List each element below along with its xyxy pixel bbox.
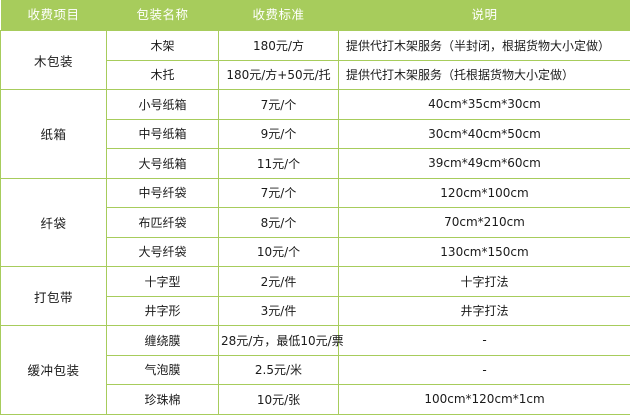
note-cell: 提供代打木架服务（托根据货物大小定做）	[339, 60, 630, 90]
table-header: 收费项目 包装名称 收费标准 说明	[1, 0, 630, 31]
package-name-cell: 中号纸箱	[107, 119, 219, 149]
note-cell: -	[339, 326, 630, 356]
package-name-cell: 缠绕膜	[107, 326, 219, 356]
note-cell: 井字打法	[339, 296, 630, 326]
package-name-cell: 大号纸箱	[107, 149, 219, 179]
price-cell: 3元/件	[219, 296, 339, 326]
package-name-cell: 大号纤袋	[107, 237, 219, 267]
column-header-note: 说明	[339, 0, 630, 31]
note-cell: 30cm*40cm*50cm	[339, 119, 630, 149]
package-name-cell: 小号纸箱	[107, 90, 219, 120]
package-name-cell: 布匹纤袋	[107, 208, 219, 238]
price-cell: 2.5元/米	[219, 355, 339, 385]
price-cell: 180元/方+50元/托	[219, 60, 339, 90]
price-cell: 8元/个	[219, 208, 339, 238]
group-cell: 缓冲包装	[1, 326, 107, 415]
price-cell: 10元/个	[219, 237, 339, 267]
column-header-price: 收费标准	[219, 0, 339, 31]
note-cell: 120cm*100cm	[339, 178, 630, 208]
note-cell: 提供代打木架服务（半封闭，根据货物大小定做）	[339, 31, 630, 61]
package-name-cell: 气泡膜	[107, 355, 219, 385]
price-cell: 2元/件	[219, 267, 339, 297]
price-cell: 7元/个	[219, 178, 339, 208]
package-name-cell: 井字形	[107, 296, 219, 326]
group-cell: 纤袋	[1, 178, 107, 267]
column-header-package-name: 包装名称	[107, 0, 219, 31]
price-cell: 7元/个	[219, 90, 339, 120]
group-cell: 纸箱	[1, 90, 107, 179]
table-header-row: 收费项目 包装名称 收费标准 说明	[1, 0, 630, 31]
price-cell: 9元/个	[219, 119, 339, 149]
package-name-cell: 木架	[107, 31, 219, 61]
group-cell: 打包带	[1, 267, 107, 326]
package-name-cell: 珍珠棉	[107, 385, 219, 415]
note-cell: 40cm*35cm*30cm	[339, 90, 630, 120]
price-cell: 180元/方	[219, 31, 339, 61]
price-cell: 10元/张	[219, 385, 339, 415]
note-cell: 十字打法	[339, 267, 630, 297]
price-cell: 28元/方，最低10元/票	[219, 326, 339, 356]
column-header-item: 收费项目	[1, 0, 107, 31]
package-name-cell: 木托	[107, 60, 219, 90]
note-cell: 70cm*210cm	[339, 208, 630, 238]
note-cell: 100cm*120cm*1cm	[339, 385, 630, 415]
note-cell: -	[339, 355, 630, 385]
group-cell: 木包装	[1, 31, 107, 90]
package-name-cell: 十字型	[107, 267, 219, 297]
package-name-cell: 中号纤袋	[107, 178, 219, 208]
note-cell: 39cm*49cm*60cm	[339, 149, 630, 179]
note-cell: 130cm*150cm	[339, 237, 630, 267]
price-cell: 11元/个	[219, 149, 339, 179]
